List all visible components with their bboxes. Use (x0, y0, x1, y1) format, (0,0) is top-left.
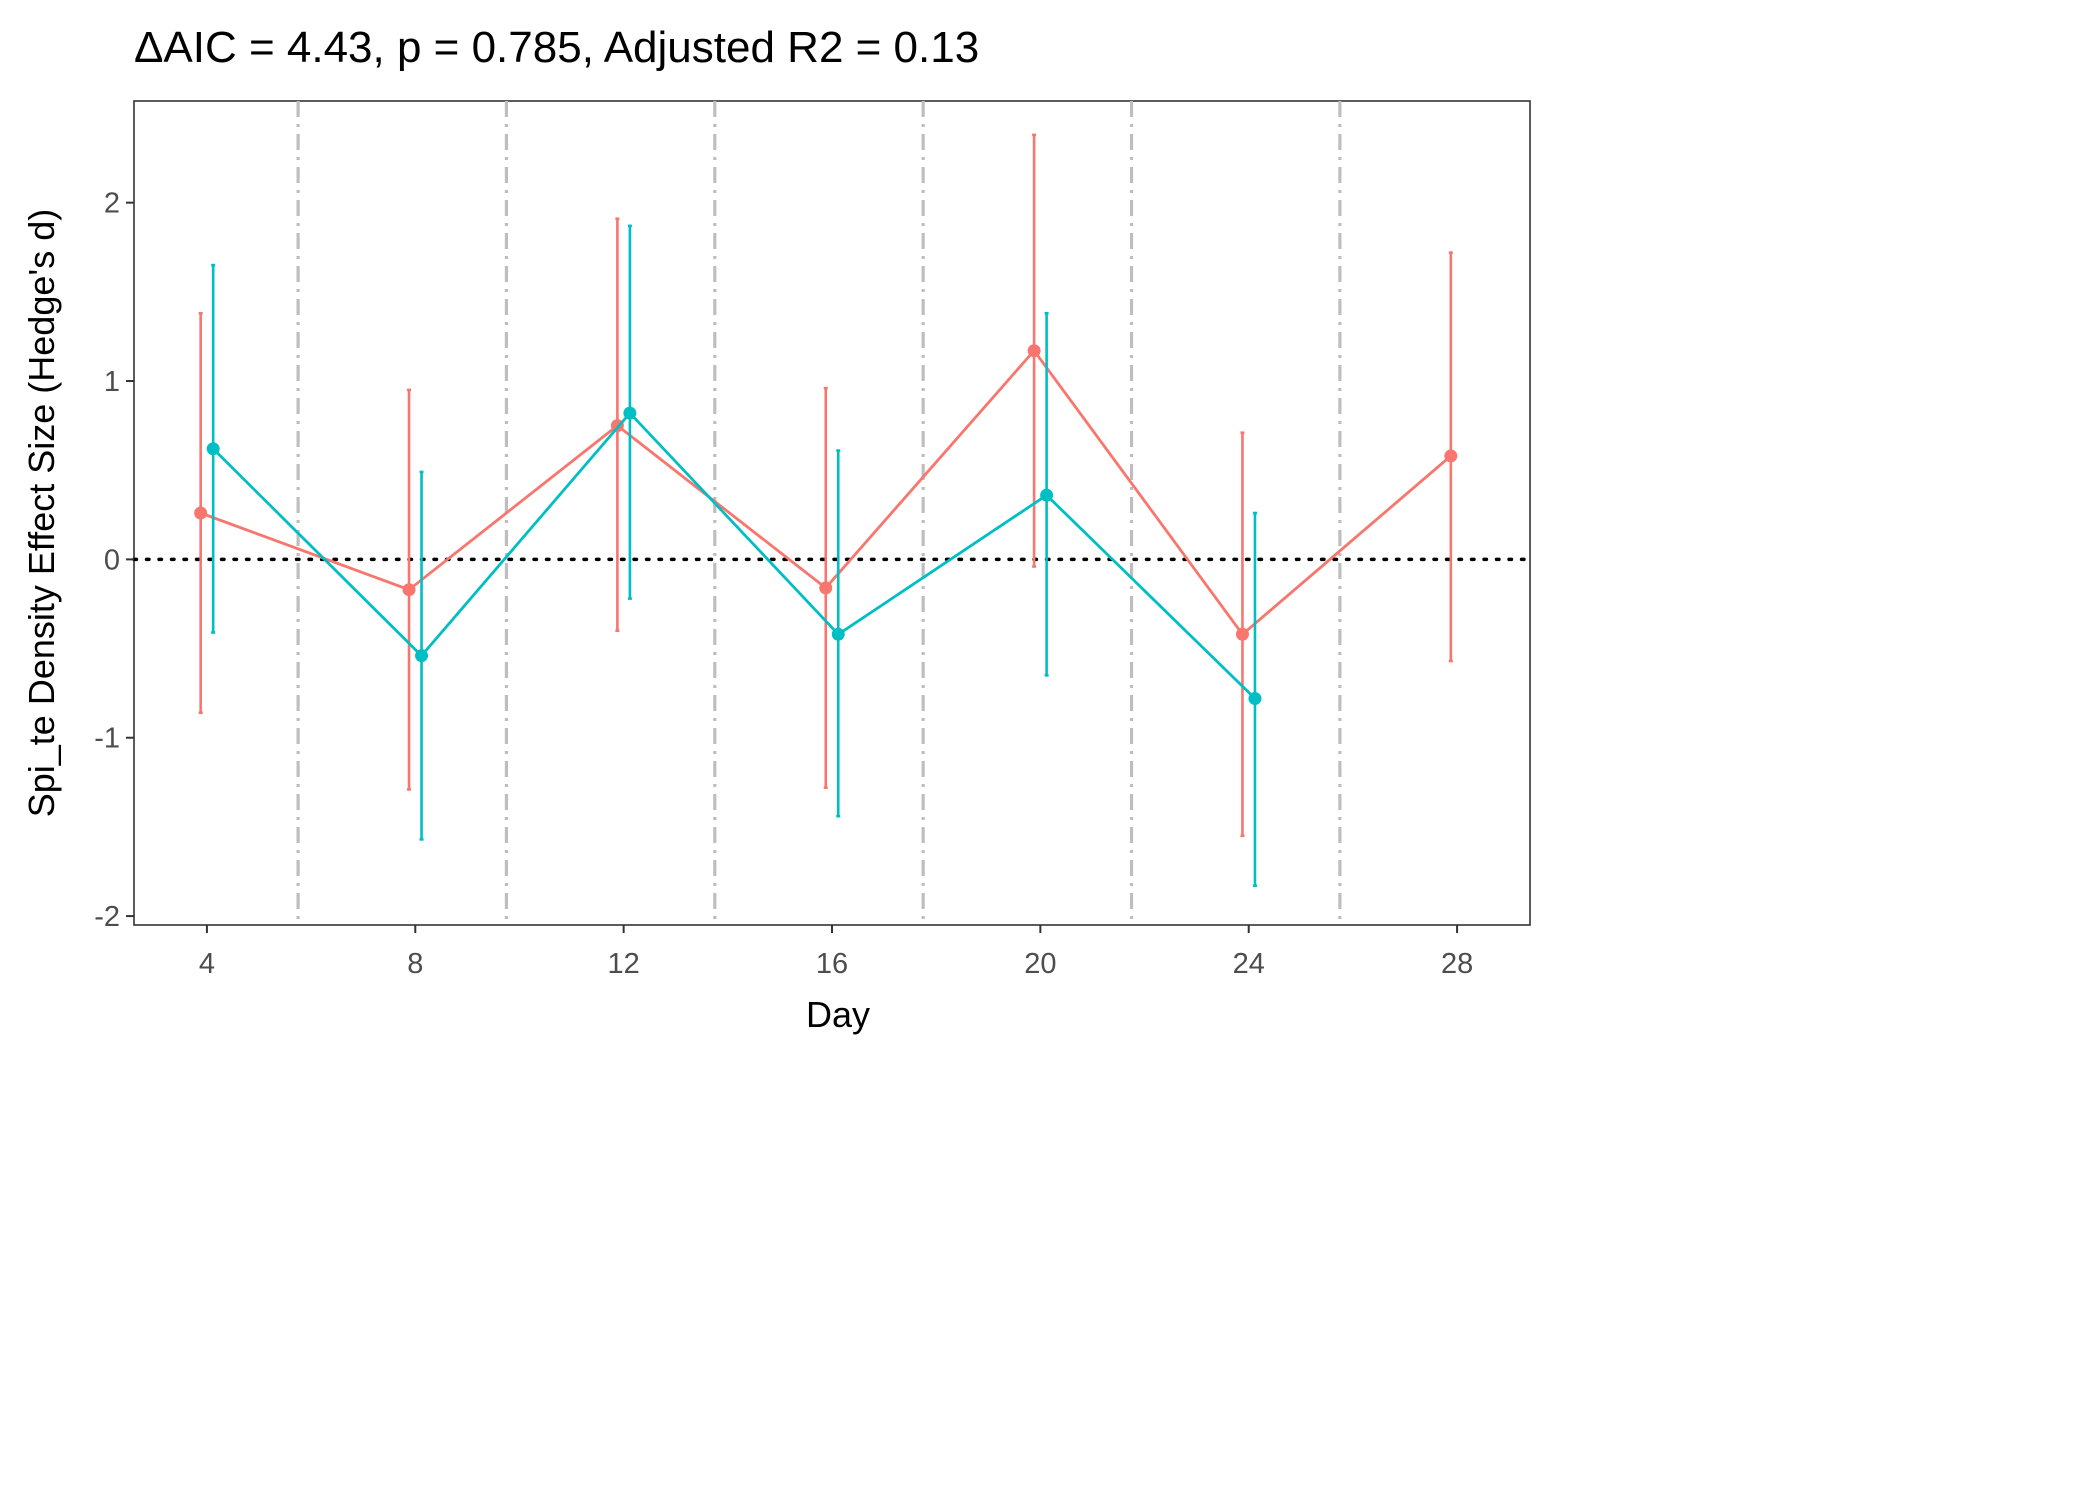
data-point-0-5 (1235, 627, 1249, 641)
x-tick-label-3: 16 (816, 948, 848, 980)
chart-svg: ΔAIC = 4.43, p = 0.785, Adjusted R2 = 0.… (21, 23, 1532, 1035)
data-point-1-2 (623, 406, 637, 420)
data-point-1-4 (1040, 488, 1054, 502)
x-tick-label-1: 8 (407, 948, 423, 980)
y-tick-label-2: 0 (104, 544, 120, 576)
x-tick-label-5: 24 (1233, 948, 1265, 980)
x-axis: 4 8 12 16 20 24 28 (199, 925, 1473, 980)
x-tick-label-2: 12 (608, 948, 640, 980)
y-tick-label-3: 1 (104, 366, 120, 398)
x-tick-label-4: 20 (1024, 948, 1056, 980)
data-point-0-1 (402, 583, 416, 597)
data-point-0-3 (819, 581, 833, 595)
x-tick-label-0: 4 (199, 948, 215, 980)
y-tick-label-4: 2 (104, 188, 120, 220)
data-point-1-5 (1248, 691, 1262, 705)
y-tick-label-1: -1 (94, 723, 120, 755)
chart: ΔAIC = 4.43, p = 0.785, Adjusted R2 = 0.… (21, 23, 1532, 1035)
x-tick-label-6: 28 (1441, 948, 1473, 980)
y-tick-label-0: -2 (94, 901, 120, 933)
x-axis-title: Day (806, 994, 870, 1035)
series-0 (194, 133, 1458, 838)
data-point-0-4 (1027, 344, 1041, 358)
series-line-1 (212, 411, 1256, 700)
data-point-0-6 (1444, 449, 1458, 463)
series-layer (194, 133, 1458, 888)
y-axis-title: Spi_te Density Effect Size (Hedge's d) (21, 209, 62, 818)
plot-panel (133, 100, 1531, 926)
data-point-1-0 (206, 442, 220, 456)
series-1 (206, 224, 1262, 888)
data-point-1-3 (831, 627, 845, 641)
data-point-0-0 (194, 506, 208, 520)
data-point-1-1 (415, 649, 429, 663)
y-axis: -2 -1 0 1 2 (94, 188, 134, 933)
chart-title: ΔAIC = 4.43, p = 0.785, Adjusted R2 = 0.… (134, 23, 979, 72)
